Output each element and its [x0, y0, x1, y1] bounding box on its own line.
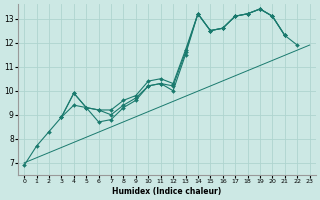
X-axis label: Humidex (Indice chaleur): Humidex (Indice chaleur): [112, 187, 221, 196]
